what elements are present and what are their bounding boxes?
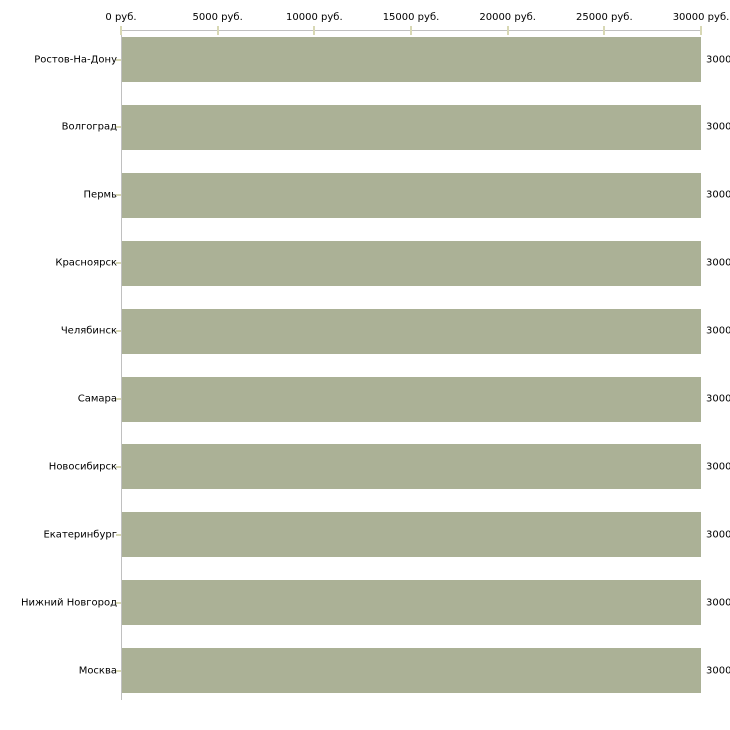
y-axis-tick-mark bbox=[116, 262, 121, 265]
y-axis-tick-mark bbox=[116, 465, 121, 468]
x-axis-tick-mark bbox=[313, 26, 316, 35]
x-axis-tick-mark bbox=[506, 26, 509, 35]
bar-value-label: 30000 bbox=[706, 121, 730, 133]
x-axis-tick-label: 30000 руб. bbox=[672, 12, 730, 23]
bar-6 bbox=[122, 376, 701, 422]
category-label: Ростов-На-Дону bbox=[34, 54, 117, 65]
x-axis-tick-mark bbox=[120, 26, 122, 35]
category-label: Красноярск bbox=[55, 257, 117, 269]
category-label: Екатеринбург bbox=[43, 529, 117, 541]
bar-value-label: 30000 bbox=[706, 393, 730, 405]
category-label: Челябинск bbox=[60, 325, 117, 337]
bar-value-label: 30000 bbox=[706, 529, 730, 541]
y-axis-tick-mark bbox=[116, 601, 121, 604]
bar-10 bbox=[122, 648, 701, 694]
bar-value-label: 30000 bbox=[706, 54, 730, 65]
x-axis-tick-label: 10000 руб. bbox=[286, 12, 343, 23]
bar-7 bbox=[122, 444, 701, 490]
y-axis-tick-mark bbox=[116, 126, 121, 129]
x-axis-tick-mark bbox=[216, 26, 219, 35]
category-label: Самара bbox=[77, 393, 117, 405]
x-axis-tick-label: 20000 руб. bbox=[479, 12, 536, 23]
bar-value-label: 30000 bbox=[706, 257, 730, 269]
y-axis-line bbox=[121, 30, 122, 700]
x-axis-tick-label: 0 руб. bbox=[105, 12, 137, 23]
y-axis-tick-mark bbox=[116, 330, 121, 333]
bar-value-label: 30000 bbox=[706, 665, 730, 677]
y-axis-tick-mark bbox=[116, 58, 121, 61]
category-label: Пермь bbox=[83, 189, 117, 201]
x-axis-tick-mark bbox=[700, 26, 702, 35]
bar-1 bbox=[122, 37, 701, 82]
y-axis-tick-mark bbox=[116, 194, 121, 197]
x-axis-tick-mark bbox=[603, 26, 606, 35]
bar-4 bbox=[122, 240, 701, 286]
bar-3 bbox=[122, 172, 701, 218]
category-label: Волгоград bbox=[61, 121, 117, 133]
category-label: Москва bbox=[78, 665, 117, 677]
y-axis-tick-mark bbox=[116, 398, 121, 400]
bar-9 bbox=[122, 580, 701, 626]
x-axis-tick-label: 25000 руб. bbox=[576, 12, 633, 23]
bar-5 bbox=[122, 308, 701, 354]
bar-value-label: 30000 bbox=[706, 461, 730, 473]
category-label: Новосибирск bbox=[48, 461, 117, 473]
category-label: Нижний Новгород bbox=[20, 597, 117, 609]
bar-8 bbox=[122, 512, 701, 558]
y-axis-tick-mark bbox=[116, 669, 121, 672]
y-axis-tick-mark bbox=[116, 533, 121, 536]
x-axis-tick-label: 5000 руб. bbox=[192, 12, 243, 23]
bar-2 bbox=[122, 104, 701, 150]
bar-value-label: 30000 bbox=[706, 189, 730, 201]
x-axis-tick-mark bbox=[410, 26, 412, 35]
bar-value-label: 30000 bbox=[706, 597, 730, 609]
x-axis-tick-label: 15000 руб. bbox=[382, 12, 440, 23]
bar-value-label: 30000 bbox=[706, 325, 730, 337]
